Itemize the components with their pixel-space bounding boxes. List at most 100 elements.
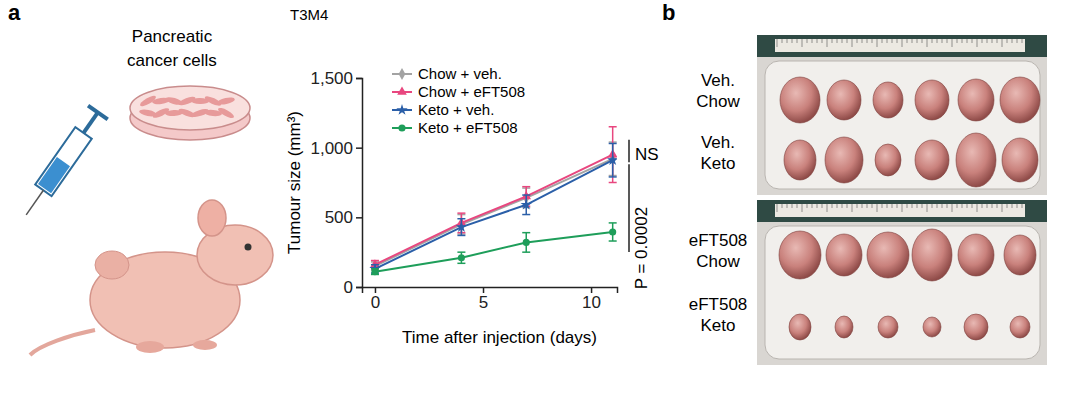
x-tick: 0	[371, 287, 380, 312]
panel-label: b	[662, 0, 675, 25]
ruler-tick	[807, 39, 808, 43]
ruler-tick	[882, 39, 883, 43]
ruler-tick	[982, 39, 983, 43]
legend-marker	[397, 86, 407, 94]
ruler-tick	[927, 39, 928, 47]
ruler-tick	[857, 39, 858, 43]
ruler-tick	[782, 204, 783, 208]
tumour	[958, 79, 994, 121]
ruler-tick	[902, 39, 903, 47]
ruler-tick	[832, 204, 833, 208]
ruler-tick	[867, 39, 868, 43]
ruler-tick	[1007, 39, 1008, 43]
series	[371, 223, 617, 275]
panel-label: a	[8, 0, 21, 25]
error-cap	[522, 214, 530, 216]
legend-item: Chow + veh.	[392, 65, 502, 82]
error-cap	[457, 263, 465, 265]
dish-rim	[130, 86, 250, 130]
marker	[371, 268, 378, 275]
series	[371, 142, 617, 272]
tumour	[878, 316, 898, 338]
ruler-tick	[812, 204, 813, 208]
ruler-tick	[1012, 204, 1013, 208]
ruler-tick	[942, 39, 943, 43]
y-axis: 05001,0001,500	[310, 69, 362, 297]
ruler-tick	[797, 204, 798, 208]
photo-label: Chow	[696, 92, 740, 111]
tumour	[923, 317, 941, 337]
ruler-tick	[932, 204, 933, 208]
bracket	[628, 164, 630, 252]
tumour	[964, 314, 988, 340]
x-tick-label: 10	[582, 293, 601, 312]
ruler-tick	[842, 39, 843, 43]
tumour	[915, 80, 949, 120]
error-cap	[609, 222, 617, 224]
ruler-tick	[822, 39, 823, 43]
tumour	[835, 316, 853, 338]
ruler-tick	[897, 39, 898, 43]
tumour-row	[784, 133, 1038, 187]
bracket	[628, 140, 630, 163]
photo	[757, 35, 1047, 195]
ruler-tick	[847, 39, 848, 43]
ruler-tick	[857, 204, 858, 208]
error-cap	[609, 126, 617, 128]
figure: abPancreaticcancer cellsT3M405001,0001,5…	[0, 0, 1080, 398]
illustration: Pancreaticcancer cells	[16, 27, 273, 355]
legend-item: Keto + veh.	[392, 101, 494, 118]
mouse-tumour	[95, 251, 129, 279]
syringe-barrel	[35, 127, 92, 196]
legend-label: Keto + eFT508	[418, 119, 518, 136]
ruler-tick	[807, 204, 808, 208]
cell	[217, 106, 236, 120]
tumour	[789, 314, 811, 340]
mouse-ear	[198, 200, 226, 236]
ruler-tick	[952, 204, 953, 212]
x-axis: 0510	[363, 287, 618, 312]
ruler-tick	[787, 39, 788, 43]
ruler-tick	[877, 204, 878, 212]
y-tick: 0	[344, 278, 362, 297]
syringe-fluid	[38, 157, 70, 193]
ruler-tick	[972, 39, 973, 43]
ruler-tick	[1022, 39, 1023, 43]
ruler-tick	[827, 204, 828, 212]
ruler-tick	[1002, 39, 1003, 47]
ruler-tick	[917, 39, 918, 43]
photo-ruler-band	[757, 200, 1047, 222]
ruler-tick	[977, 39, 978, 47]
ruler-tick	[837, 204, 838, 208]
marker	[523, 239, 530, 246]
x-tick-label: 0	[371, 293, 380, 312]
ruler-tick	[962, 39, 963, 43]
mouse	[30, 200, 273, 355]
ruler-tick	[967, 39, 968, 43]
y-tick-label: 500	[325, 208, 353, 227]
plot-area	[369, 127, 617, 275]
ruler-tick	[817, 204, 818, 208]
tumour-row	[779, 229, 1036, 281]
ruler-tick	[957, 204, 958, 208]
ruler-tick	[917, 204, 918, 208]
x-axis-line	[363, 288, 618, 294]
ruler-tick	[827, 39, 828, 47]
legend: Chow + veh.Chow + eFT508Keto + veh.Keto …	[392, 65, 525, 136]
y-tick-mark	[356, 217, 362, 219]
ruler-tick	[982, 204, 983, 208]
error-cap	[609, 143, 617, 145]
ruler-tick	[802, 39, 803, 47]
ruler-tick	[992, 39, 993, 43]
ruler-tick	[837, 39, 838, 43]
photo-ruler-band	[757, 35, 1047, 57]
ruler-tick	[867, 204, 868, 208]
ruler-tick	[822, 204, 823, 208]
ruler-tick	[987, 204, 988, 208]
syringe-handle	[88, 106, 108, 120]
syringe-plunger	[84, 112, 98, 132]
photo-label: eFT508	[689, 295, 748, 314]
photo-label: eFT508	[689, 231, 748, 250]
ruler-tick	[887, 204, 888, 208]
tumour-row	[789, 314, 1030, 340]
